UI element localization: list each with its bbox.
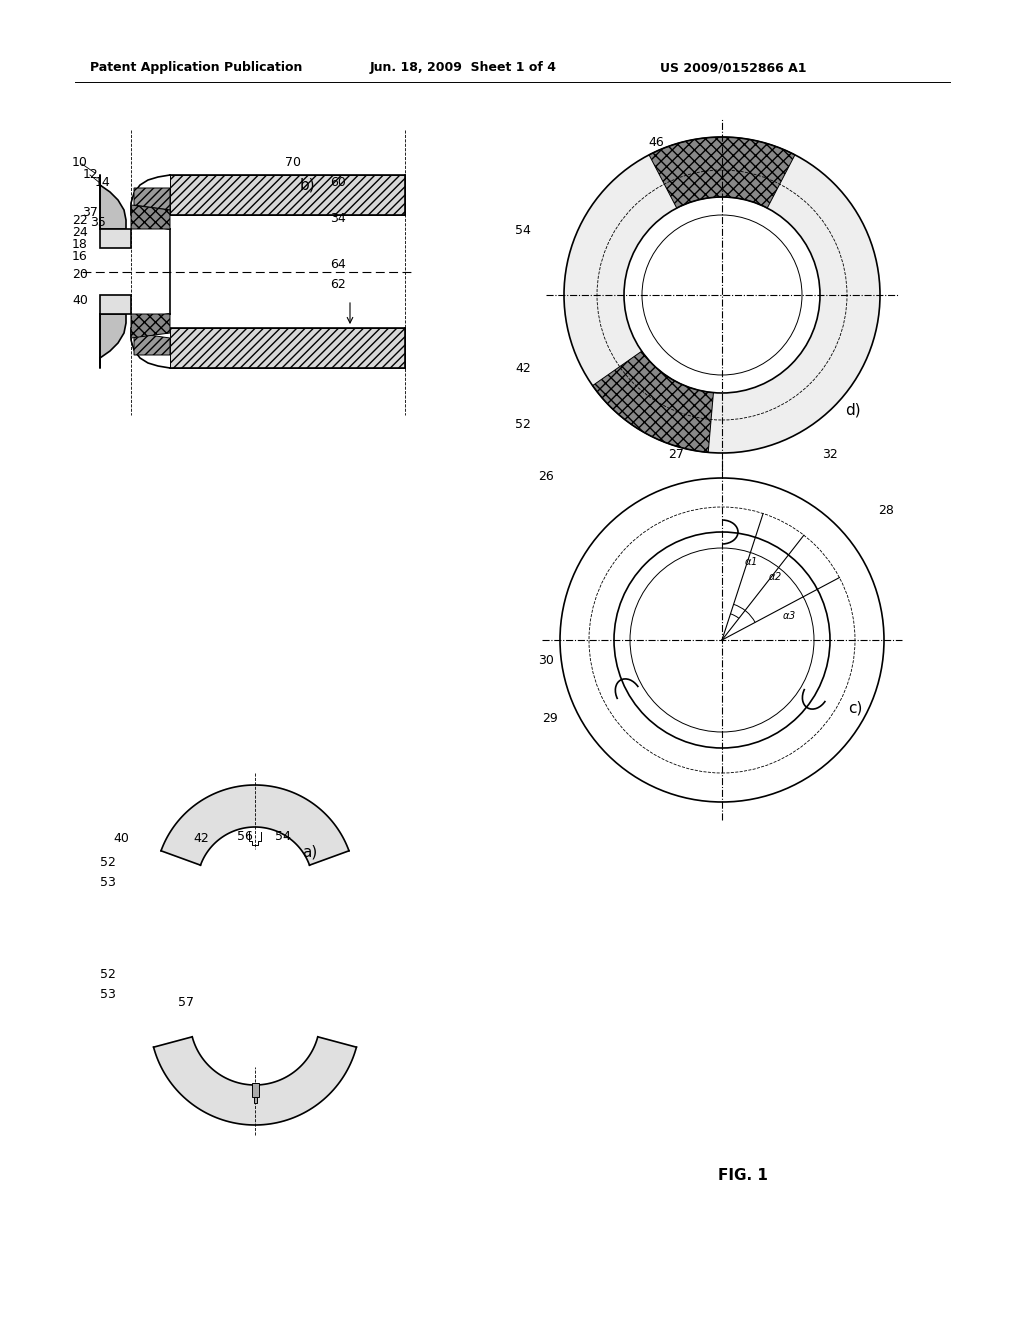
Bar xyxy=(252,1082,258,1097)
Bar xyxy=(254,1097,256,1104)
Polygon shape xyxy=(593,351,714,453)
Text: 12: 12 xyxy=(83,168,98,181)
Text: 57: 57 xyxy=(178,995,194,1008)
Polygon shape xyxy=(649,137,795,209)
Text: 24: 24 xyxy=(72,226,88,239)
Text: 16: 16 xyxy=(72,249,88,263)
Text: 40: 40 xyxy=(72,293,88,306)
Polygon shape xyxy=(100,228,131,248)
Text: Jun. 18, 2009  Sheet 1 of 4: Jun. 18, 2009 Sheet 1 of 4 xyxy=(370,62,557,74)
Text: 27: 27 xyxy=(668,449,684,462)
Text: 20: 20 xyxy=(72,268,88,281)
Text: 52: 52 xyxy=(100,855,116,869)
Text: 32: 32 xyxy=(822,449,838,462)
Text: 53: 53 xyxy=(100,989,116,1002)
Text: 40: 40 xyxy=(113,832,129,845)
Text: c): c) xyxy=(848,701,862,715)
Text: 64: 64 xyxy=(330,259,346,272)
Text: 53: 53 xyxy=(100,875,116,888)
Text: 60: 60 xyxy=(330,177,346,190)
Text: 22: 22 xyxy=(72,214,88,227)
Text: Patent Application Publication: Patent Application Publication xyxy=(90,62,302,74)
Polygon shape xyxy=(134,187,170,210)
Circle shape xyxy=(564,137,880,453)
Polygon shape xyxy=(100,314,126,368)
Text: 10: 10 xyxy=(72,157,88,169)
Text: 30: 30 xyxy=(538,653,554,667)
Polygon shape xyxy=(154,1036,356,1125)
Polygon shape xyxy=(131,205,170,228)
Text: 70: 70 xyxy=(285,156,301,169)
Text: 42: 42 xyxy=(193,832,209,845)
Text: 35: 35 xyxy=(90,216,105,230)
Text: 56: 56 xyxy=(237,829,253,842)
Text: 37: 37 xyxy=(82,206,98,219)
Circle shape xyxy=(624,197,820,393)
Polygon shape xyxy=(170,176,406,215)
Polygon shape xyxy=(134,333,170,355)
Text: 44: 44 xyxy=(690,144,706,157)
Text: 34: 34 xyxy=(330,211,346,224)
Text: 46: 46 xyxy=(648,136,664,149)
Text: 54: 54 xyxy=(515,223,530,236)
Text: 14: 14 xyxy=(95,177,111,190)
Text: d): d) xyxy=(845,403,860,417)
Text: 62: 62 xyxy=(330,279,346,292)
Text: 26: 26 xyxy=(538,470,554,483)
Polygon shape xyxy=(170,327,406,368)
Polygon shape xyxy=(161,785,349,865)
Text: 54: 54 xyxy=(275,829,291,842)
Text: $\alpha$1: $\alpha$1 xyxy=(744,554,757,566)
Text: 29: 29 xyxy=(542,711,558,725)
Text: $\alpha$3: $\alpha$3 xyxy=(781,609,796,620)
Polygon shape xyxy=(100,294,131,314)
Text: 52: 52 xyxy=(515,418,530,432)
Text: US 2009/0152866 A1: US 2009/0152866 A1 xyxy=(660,62,807,74)
Text: b): b) xyxy=(300,177,315,193)
Text: $\alpha$2: $\alpha$2 xyxy=(768,570,782,582)
Text: 18: 18 xyxy=(72,238,88,251)
Text: 28: 28 xyxy=(878,503,894,516)
Polygon shape xyxy=(100,176,126,228)
Text: FIG. 1: FIG. 1 xyxy=(718,1167,768,1183)
Text: 52: 52 xyxy=(100,969,116,982)
Text: a): a) xyxy=(302,845,317,859)
Text: 42: 42 xyxy=(515,362,530,375)
Polygon shape xyxy=(131,314,170,338)
